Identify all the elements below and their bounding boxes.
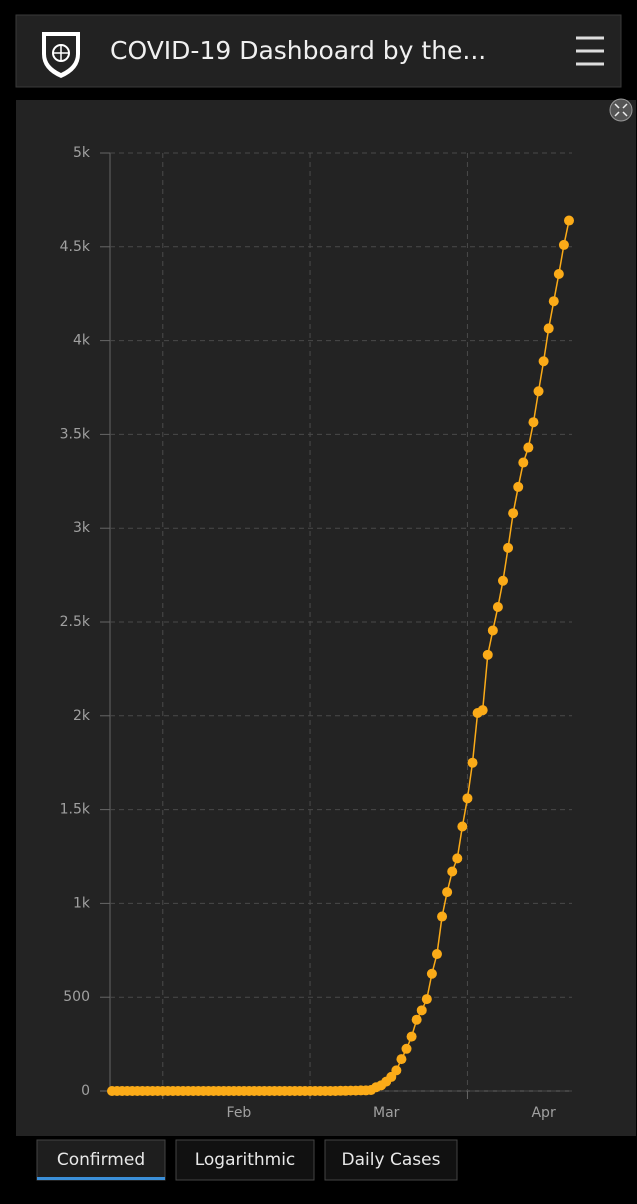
data-point [528,417,539,428]
chart-panel [16,100,636,1136]
data-point [553,269,564,280]
data-point [401,1043,412,1054]
tab-daily-cases[interactable]: Daily Cases [324,1139,458,1181]
data-point [406,1031,417,1042]
data-point [487,625,498,636]
plot: 0 500 1k 1.5k 2k 2.5k 3k 3.5k 4k 4.5k 5k Feb Mar Apr [60,145,574,1121]
data-point [457,821,468,832]
y-tick-label: 500 [63,989,90,1005]
data-point [462,793,473,804]
data-point [508,508,519,519]
data-point [482,649,493,660]
data-point [558,239,569,250]
data-point [503,542,514,553]
expand-button[interactable] [609,98,633,122]
tab-label: Confirmed [57,1150,145,1170]
data-point [477,705,488,716]
y-tick-label: 2k [73,708,91,724]
y-tick-label: 5k [73,145,91,161]
x-tick-label: Apr [531,1105,555,1121]
y-tick-label: 1.5k [60,802,91,818]
data-point [442,887,453,898]
data-point [523,442,534,453]
y-tick-label: 3.5k [60,426,91,442]
y-tick-label: 3k [73,520,91,536]
data-point [533,386,544,397]
menu-button[interactable] [574,35,606,67]
tab-logarithmic[interactable]: Logarithmic [175,1139,315,1181]
y-tick-label: 2.5k [60,614,91,630]
header-bar [15,14,622,88]
y-tick-label: 1k [73,895,91,911]
data-point [518,457,529,468]
data-point [447,866,458,877]
data-point [543,323,554,334]
data-point [538,356,549,367]
data-point [437,911,448,922]
data-point [548,296,559,307]
data-point [416,1005,427,1016]
data-point [426,968,437,979]
x-tick-label: Feb [227,1105,252,1121]
data-point [452,853,463,864]
y-tick-label: 0 [81,1083,90,1099]
data-point [391,1065,402,1076]
y-tick-label: 4.5k [60,239,91,255]
data-point [467,757,478,768]
data-point [431,949,442,960]
data-point [492,601,503,612]
data-point [396,1054,407,1065]
logo [42,32,80,78]
y-tick-label: 4k [73,333,91,349]
tab-label: Logarithmic [195,1150,296,1170]
x-tick-label: Mar [373,1105,400,1121]
data-point [421,994,432,1005]
data-point [411,1014,422,1025]
tab-confirmed[interactable]: Confirmed [36,1139,166,1181]
header-title: COVID-19 Dashboard by the... [110,36,486,65]
data-point [513,481,524,492]
data-point [564,215,574,226]
data-point [497,575,508,586]
tab-label: Daily Cases [342,1150,441,1170]
